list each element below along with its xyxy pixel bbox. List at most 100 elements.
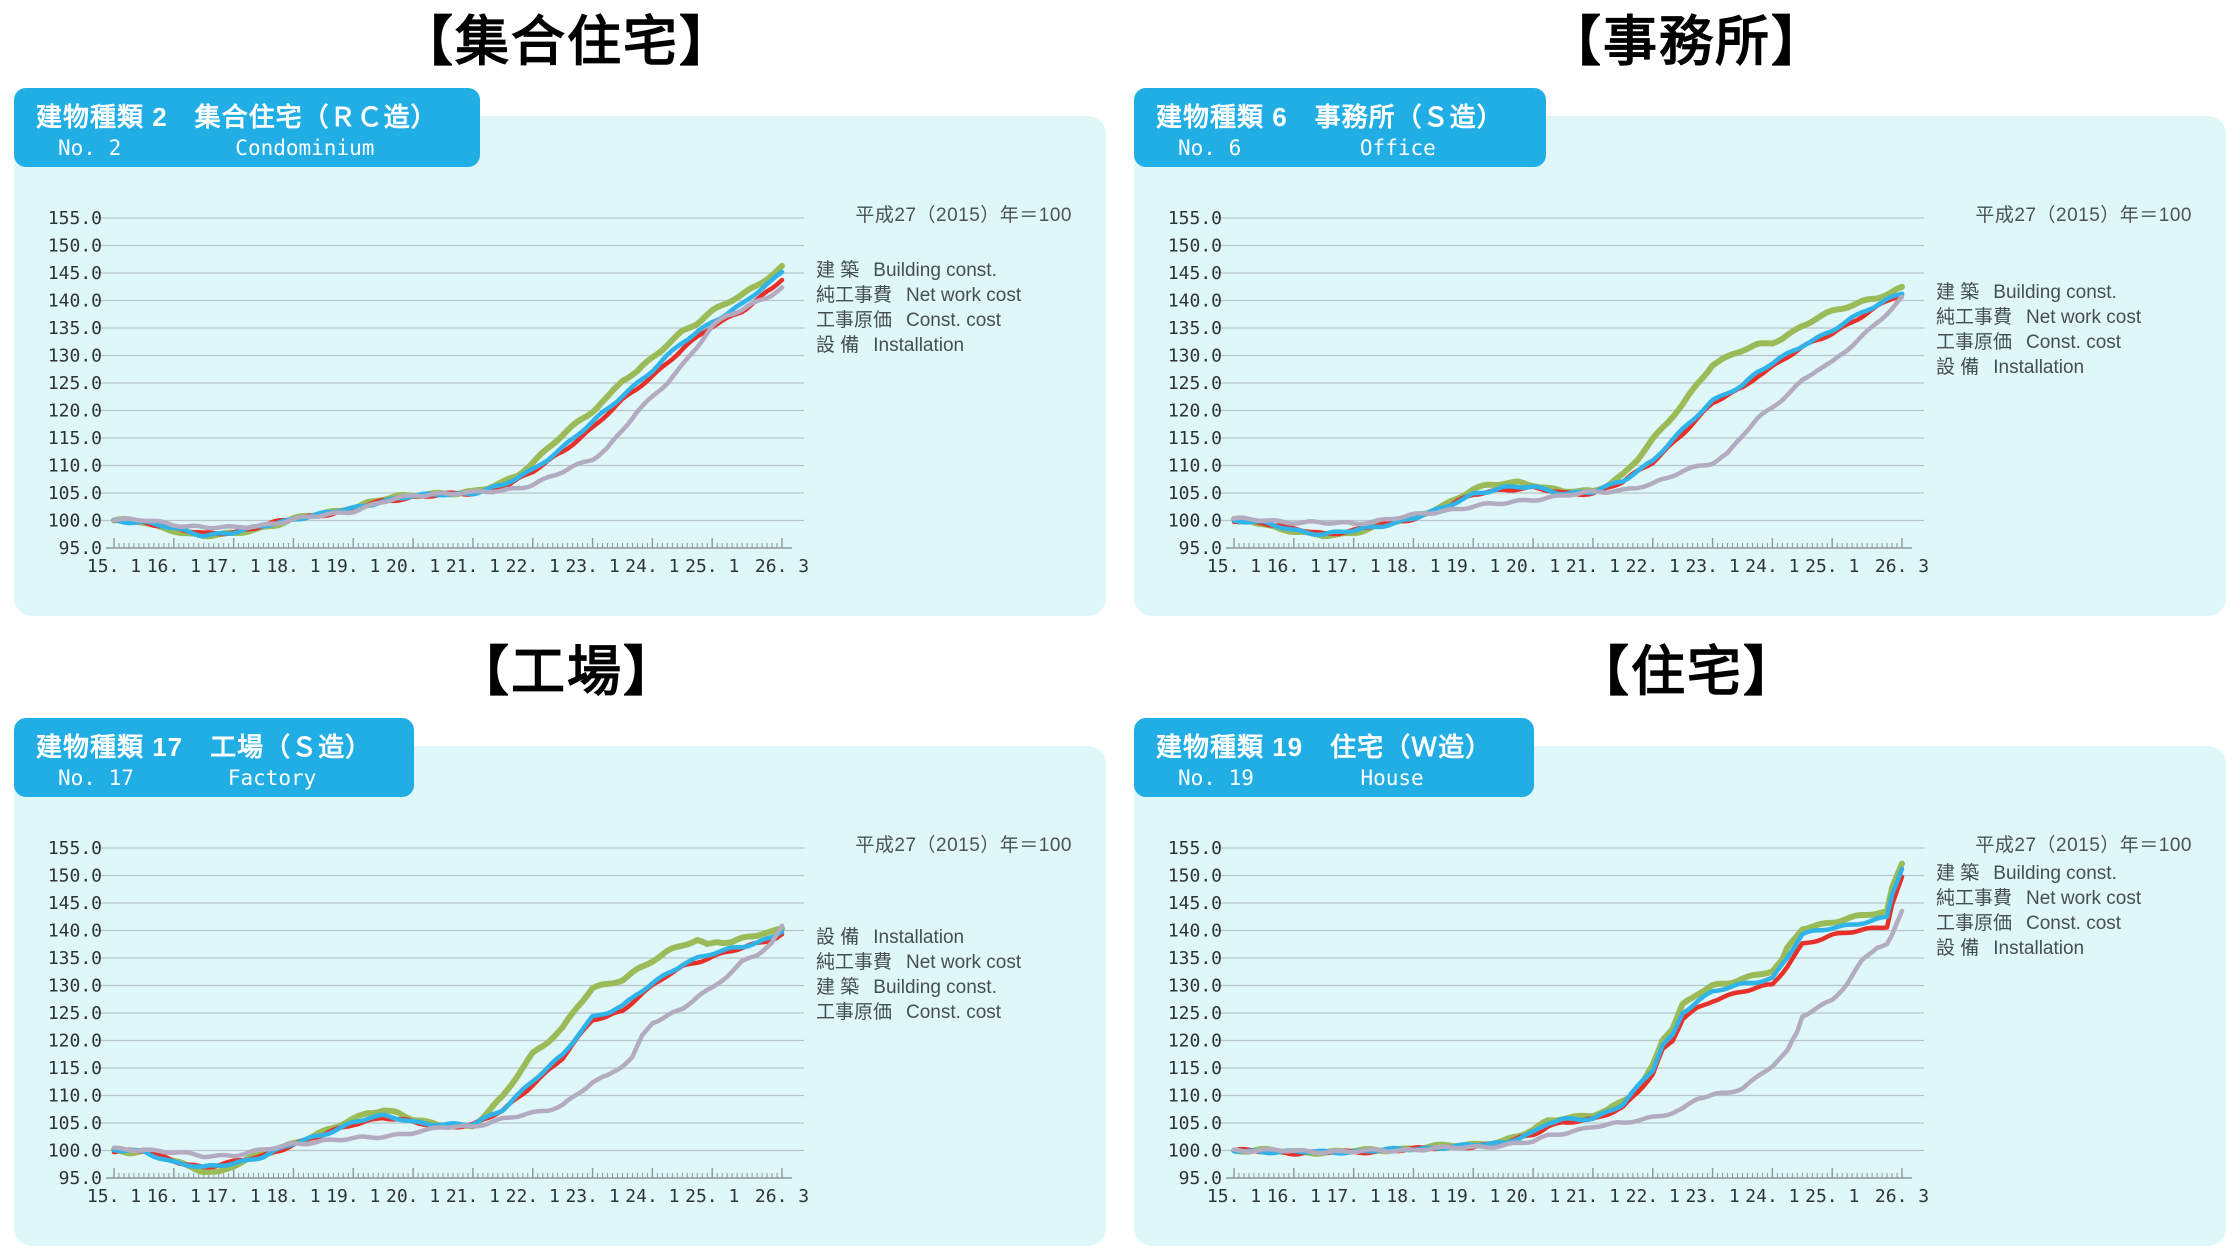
svg-text:105.0: 105.0 [48, 483, 102, 504]
svg-text:22. 1: 22. 1 [506, 1186, 560, 1207]
index-base-note: 平成27（2015）年＝100 [855, 205, 1072, 226]
legend-item-const-cost: 工事原価 Const. cost [1936, 908, 2121, 935]
legend-item-net-work-cost: 純工事費 Net work cost [816, 947, 1021, 974]
legend-item-installation: 設 備 Installation [1936, 933, 2084, 960]
index-base-note: 平成27（2015）年＝100 [1975, 835, 2192, 856]
svg-text:130.0: 130.0 [1168, 346, 1222, 367]
legend-item-net-work-cost: 純工事費 Net work cost [1936, 883, 2141, 910]
legend-item-building-const-: 建 築 Building const. [816, 255, 997, 282]
svg-text:24. 1: 24. 1 [625, 556, 679, 577]
legend-label-jp: 工事原価 [1936, 332, 2013, 354]
svg-text:110.0: 110.0 [48, 1086, 102, 1107]
svg-text:105.0: 105.0 [1168, 1113, 1222, 1134]
legend-item-const-cost: 工事原価 Const. cost [816, 305, 1001, 332]
svg-text:20. 1: 20. 1 [386, 556, 440, 577]
legend-item-const-cost: 工事原価 Const. cost [816, 997, 1001, 1024]
svg-text:25. 1: 25. 1 [685, 1186, 739, 1207]
legend-item-building-const-: 建 築 Building const. [816, 972, 997, 999]
svg-text:20. 1: 20. 1 [1506, 1186, 1560, 1207]
svg-text:120.0: 120.0 [48, 401, 102, 422]
svg-text:95.0: 95.0 [59, 538, 102, 559]
svg-text:130.0: 130.0 [1168, 976, 1222, 997]
svg-text:150.0: 150.0 [1168, 236, 1222, 257]
legend-item-installation: 設 備 Installation [816, 330, 964, 357]
chart-panel: 建物種類 6 事務所（Ｓ造） No. 6 Office 平成27（2015）年＝… [1134, 88, 2226, 616]
line-chart: 155.0 150.0 145.0 140.0 135.0 130.0 125.0 120.0… [48, 208, 809, 577]
legend-label-en: Const. cost [906, 1002, 1002, 1024]
svg-text:155.0: 155.0 [1168, 838, 1222, 859]
svg-text:15. 1: 15. 1 [87, 556, 141, 577]
svg-text:120.0: 120.0 [48, 1031, 102, 1052]
legend-label-jp: 純工事費 [816, 952, 893, 974]
badge-number: No. 2 [58, 136, 122, 160]
svg-text:140.0: 140.0 [48, 291, 102, 312]
badge-subtitle: No. 19 House [1156, 764, 1492, 790]
svg-text:19. 1: 19. 1 [1446, 556, 1500, 577]
badge-name-en: House [1360, 766, 1424, 790]
chart-quadrant-house: 【住宅】 建物種類 19 住宅（Ｗ造） No. 19 House 平成27（20… [1120, 630, 2240, 1260]
legend-label-jp: 設 備 [816, 335, 860, 357]
svg-text:25. 1: 25. 1 [1805, 556, 1859, 577]
svg-text:100.0: 100.0 [48, 1141, 102, 1162]
svg-text:19. 1: 19. 1 [326, 1186, 380, 1207]
svg-text:115.0: 115.0 [48, 1058, 102, 1079]
svg-text:105.0: 105.0 [1168, 483, 1222, 504]
legend-label-en: Building const. [1993, 863, 2117, 884]
svg-text:15. 1: 15. 1 [1207, 1186, 1261, 1207]
svg-text:21. 1: 21. 1 [1566, 556, 1620, 577]
badge-subtitle: No. 2 Condominium [36, 134, 438, 160]
building-type-badge: 建物種類 2 集合住宅（ＲＣ造） No. 2 Condominium [14, 88, 480, 167]
svg-text:21. 1: 21. 1 [446, 1186, 500, 1207]
badge-title-jp: 建物種類 6 事務所（Ｓ造） [1156, 102, 1504, 132]
svg-text:125.0: 125.0 [1168, 373, 1222, 394]
legend-label-jp: 建 築 [816, 260, 860, 282]
legend-label-jp: 設 備 [816, 927, 860, 949]
legend-label-jp: 純工事費 [1936, 307, 2013, 329]
section-title-condominium: 【集合住宅】 [399, 12, 735, 72]
svg-text:22. 1: 22. 1 [1626, 1186, 1680, 1207]
svg-text:16. 1: 16. 1 [147, 1186, 201, 1207]
svg-text:145.0: 145.0 [1168, 893, 1222, 914]
badge-title-jp: 建物種類 19 住宅（Ｗ造） [1156, 732, 1493, 762]
svg-text:17. 1: 17. 1 [207, 556, 261, 577]
svg-text:23. 1: 23. 1 [1685, 1186, 1739, 1207]
legend-item-installation: 設 備 Installation [816, 922, 964, 949]
legend-label-jp: 工事原価 [1936, 913, 2013, 934]
svg-text:25. 1: 25. 1 [685, 556, 739, 577]
svg-text:135.0: 135.0 [1168, 318, 1222, 339]
svg-text:125.0: 125.0 [48, 1003, 102, 1024]
svg-text:18. 1: 18. 1 [1386, 556, 1440, 577]
legend-label-en: Building const. [1993, 282, 2117, 304]
svg-text:105.0: 105.0 [48, 1113, 102, 1134]
legend-label-jp: 建 築 [1936, 863, 1980, 884]
svg-text:130.0: 130.0 [48, 976, 102, 997]
badge-number: No. 17 [58, 766, 134, 790]
svg-text:125.0: 125.0 [1168, 1003, 1222, 1024]
svg-text:140.0: 140.0 [1168, 291, 1222, 312]
badge-title-jp: 建物種類 17 工場（Ｓ造） [36, 732, 373, 762]
section-title-house: 【住宅】 [1575, 642, 1799, 702]
svg-text:120.0: 120.0 [1168, 401, 1222, 422]
svg-text:16. 1: 16. 1 [147, 556, 201, 577]
building-type-badge: 建物種類 6 事務所（Ｓ造） No. 6 Office [1134, 88, 1546, 167]
svg-text:130.0: 130.0 [48, 346, 102, 367]
svg-text:26. 3: 26. 3 [755, 556, 809, 577]
svg-text:17. 1: 17. 1 [1327, 556, 1381, 577]
svg-text:95.0: 95.0 [59, 1168, 102, 1189]
legend-label-jp: 設 備 [1936, 357, 1980, 379]
svg-text:150.0: 150.0 [1168, 866, 1222, 887]
badge-number: No. 6 [1178, 136, 1242, 160]
legend-label-jp: 工事原価 [816, 310, 893, 332]
svg-text:23. 1: 23. 1 [565, 556, 619, 577]
legend-item-net-work-cost: 純工事費 Net work cost [816, 280, 1021, 307]
svg-text:24. 1: 24. 1 [1745, 556, 1799, 577]
svg-text:115.0: 115.0 [1168, 428, 1222, 449]
svg-text:155.0: 155.0 [48, 208, 102, 229]
svg-text:19. 1: 19. 1 [1446, 1186, 1500, 1207]
svg-text:115.0: 115.0 [1168, 1058, 1222, 1079]
svg-text:145.0: 145.0 [48, 263, 102, 284]
legend-label-en: Net work cost [2026, 307, 2142, 329]
badge-subtitle: No. 17 Factory [36, 764, 372, 790]
svg-text:18. 1: 18. 1 [1386, 1186, 1440, 1207]
svg-text:23. 1: 23. 1 [565, 1186, 619, 1207]
